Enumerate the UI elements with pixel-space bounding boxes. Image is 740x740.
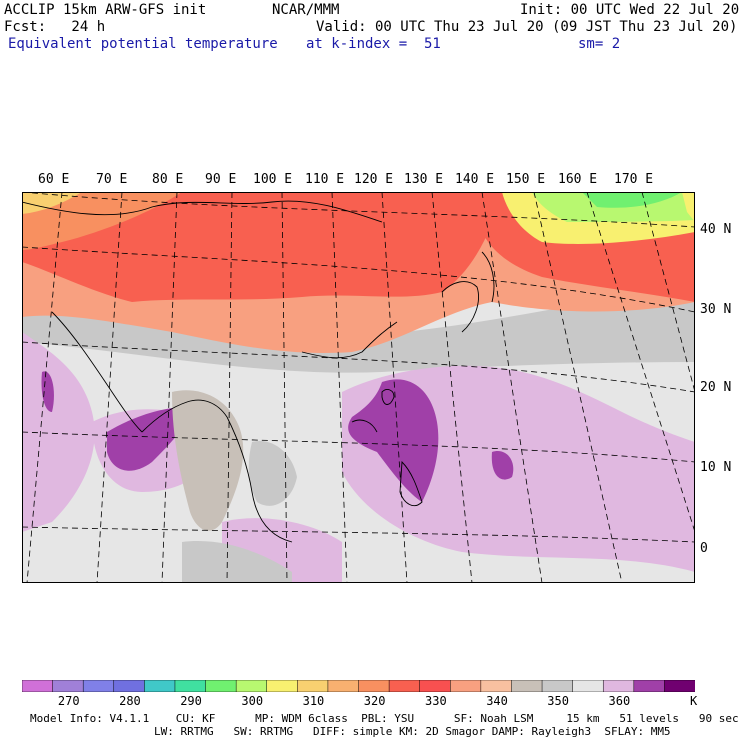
colorbar-swatch xyxy=(450,680,482,692)
lon-label: 130 E xyxy=(404,172,444,187)
colorbar-swatch xyxy=(419,680,452,692)
lat-label: 10 N xyxy=(700,460,732,475)
field-name: Equivalent potential temperature xyxy=(8,36,278,52)
theta-e-map xyxy=(22,192,695,583)
lon-label: 150 E xyxy=(506,172,546,187)
colorbar-swatch xyxy=(205,680,237,692)
colorbar-tick-label: 300 xyxy=(241,694,264,708)
warm-band-west xyxy=(22,192,182,250)
lon-label: 120 E xyxy=(354,172,394,187)
warm-yellow-west xyxy=(22,192,82,214)
colorbar-tick-label: 330 xyxy=(425,694,447,708)
colorbar-swatch xyxy=(266,680,299,692)
lat-label: 30 N xyxy=(700,302,732,317)
physics-info-line: LW: RRTMG SW: RRTMG DIFF: simple KM: 2D … xyxy=(154,725,671,738)
lon-label: 160 E xyxy=(558,172,598,187)
lat-label: 0 xyxy=(700,541,708,556)
lon-label: 80 E xyxy=(152,172,184,187)
colorbar-tick-label: 340 xyxy=(486,694,508,708)
smoothing-label: sm= 2 xyxy=(578,36,621,52)
colorbar-swatch xyxy=(633,680,666,692)
model-info-line: Model Info: V4.1.1 CU: KF MP: WDM 6class… xyxy=(30,712,739,725)
warm-band-core xyxy=(22,192,502,302)
lon-label: 140 E xyxy=(455,172,495,187)
lilac-arabian xyxy=(22,332,95,532)
colorbar-swatch xyxy=(327,680,360,692)
level-label: at k-index = 51 xyxy=(306,36,441,52)
purple-arabian-sea xyxy=(41,371,54,412)
colorbar-swatch xyxy=(52,680,84,692)
pacific-green-core xyxy=(582,192,682,208)
colorbar-swatch xyxy=(541,680,574,692)
purple-west-pacific xyxy=(491,451,514,480)
map-frame xyxy=(22,192,695,583)
purple-philippine-sea xyxy=(348,379,439,502)
colorbar-swatch xyxy=(82,680,115,692)
lon-label: 60 E xyxy=(38,172,70,187)
colorbar-unit: K xyxy=(690,694,698,708)
colorbar-swatch xyxy=(572,680,604,692)
colorbar-swatch xyxy=(144,680,176,692)
colorbar-tick-label: 270 xyxy=(57,694,80,708)
coastlines xyxy=(22,200,495,543)
colorbar-swatch xyxy=(235,680,268,692)
colorbar-swatch xyxy=(511,680,543,692)
colorbar-tick-label: 280 xyxy=(119,694,141,708)
valid-time: Valid: 00 UTC Thu 23 Jul 20 (09 JST Thu … xyxy=(316,19,738,35)
purple-bay-of-bengal xyxy=(107,407,188,471)
land-indochina xyxy=(172,390,244,531)
lon-label: 70 E xyxy=(96,172,128,187)
colorbar-swatch xyxy=(480,680,513,692)
forecast-hour: Fcst: 24 h xyxy=(4,19,106,35)
model-title: ACCLIP 15km ARW-GFS init xyxy=(4,2,207,18)
colorbar-tick-label: 310 xyxy=(302,694,325,708)
colorbar-swatch xyxy=(358,680,390,692)
colorbar-tick-label: 350 xyxy=(547,694,569,708)
lon-label: 110 E xyxy=(305,172,345,187)
colorbar-tick-label: 320 xyxy=(363,694,386,708)
land-borneo xyxy=(248,441,297,506)
graticule xyxy=(22,192,695,583)
land-sumatra-java xyxy=(182,541,292,583)
organization-label: NCAR/MMM xyxy=(272,2,340,18)
lon-label: 90 E xyxy=(205,172,237,187)
lon-label: 170 E xyxy=(614,172,654,187)
colorbar-swatch xyxy=(174,680,207,692)
pacific-yellow-east xyxy=(682,192,695,222)
init-time: Init: 00 UTC Wed 22 Jul 20 xyxy=(520,2,740,18)
lat-label: 40 N xyxy=(700,222,732,237)
lat-label: 20 N xyxy=(700,380,732,395)
colorbar-swatch xyxy=(388,680,421,692)
colorbar-tick-label: 360 xyxy=(608,694,631,708)
colorbar-swatch xyxy=(602,680,635,692)
lon-label: 100 E xyxy=(253,172,293,187)
colorbar-swatch xyxy=(22,680,54,692)
colorbar xyxy=(22,680,695,692)
colorbar-swatch xyxy=(113,680,146,692)
grey-band xyxy=(22,287,695,373)
colorbar-swatch xyxy=(297,680,329,692)
colorbar-tick-label: 290 xyxy=(180,694,202,708)
colorbar-swatch xyxy=(664,680,695,692)
